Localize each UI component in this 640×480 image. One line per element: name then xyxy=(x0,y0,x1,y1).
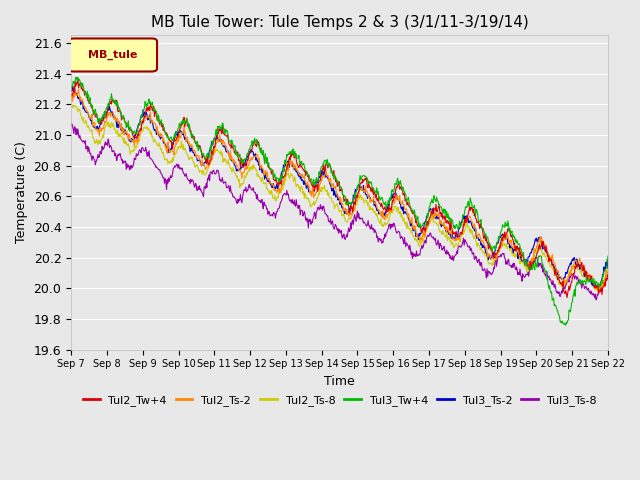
X-axis label: Time: Time xyxy=(324,375,355,388)
Y-axis label: Temperature (C): Temperature (C) xyxy=(15,142,28,243)
Legend: Tul2_Tw+4, Tul2_Ts-2, Tul2_Ts-8, Tul3_Tw+4, Tul3_Ts-2, Tul3_Ts-8: Tul2_Tw+4, Tul2_Ts-2, Tul2_Ts-8, Tul3_Tw… xyxy=(79,390,601,410)
Text: MB_tule: MB_tule xyxy=(88,50,138,60)
Title: MB Tule Tower: Tule Temps 2 & 3 (3/1/11-3/19/14): MB Tule Tower: Tule Temps 2 & 3 (3/1/11-… xyxy=(150,15,529,30)
FancyBboxPatch shape xyxy=(68,38,157,72)
